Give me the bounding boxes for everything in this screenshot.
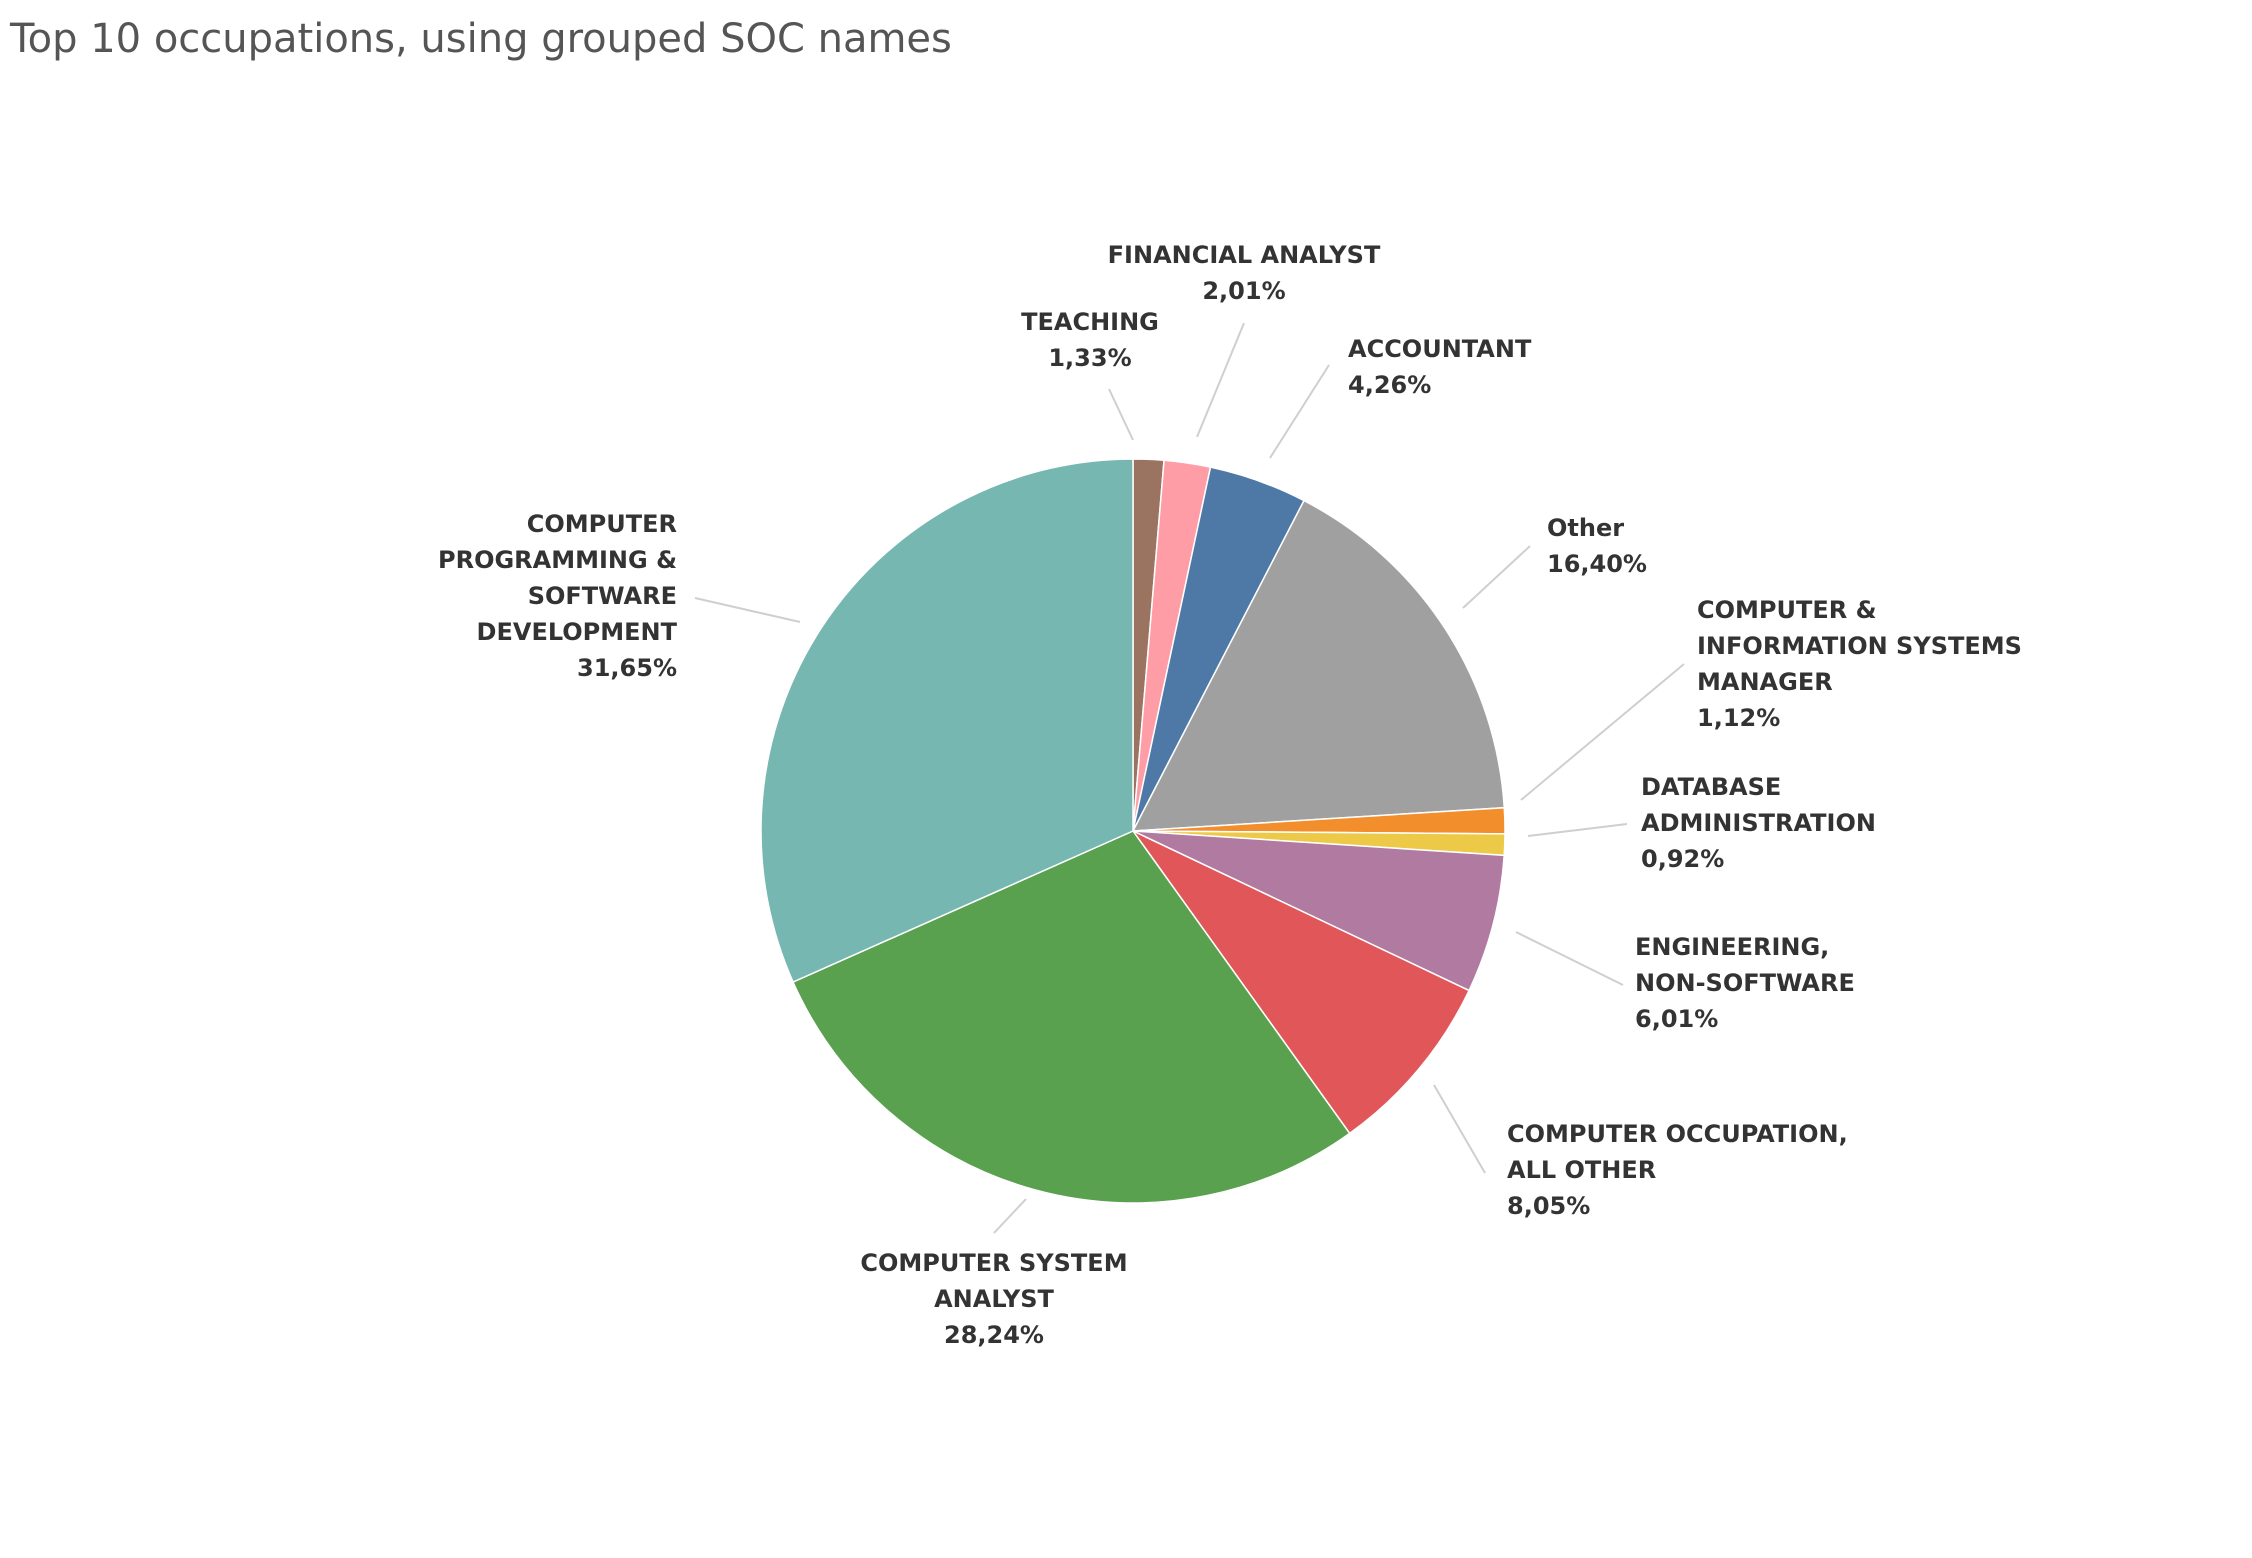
slice-value: 0,92% [1641, 845, 1724, 873]
leader-line-computer-and-information-systems-manager [1520, 663, 1685, 801]
slice-label-financial-analyst: FINANCIAL ANALYST 2,01% [1108, 241, 1381, 305]
slice-label-computer-programming-and-software-development: COMPUTER PROGRAMMING & SOFTWARE DEVELOPMENT… [438, 510, 678, 682]
slice-label-computer-and-information-systems-manager: COMPUTER & INFORMATION SYSTEMS MANAGER 1,12… [1697, 596, 2022, 732]
leader-line-computer-occupation-all-other [1433, 1084, 1486, 1174]
pie-slice-computer-programming-and-software-development[interactable] [760, 458, 1134, 984]
slice-name: ACCOUNTANT [1348, 335, 1532, 363]
slice-label-accountant: ACCOUNTANT 4,26% [1348, 335, 1532, 399]
slice-name: TEACHING [1021, 308, 1159, 336]
pie-slices [760, 458, 1506, 1204]
leader-line-computer-system-analyst [993, 1198, 1027, 1234]
slice-label-database-administration: DATABASE ADMINISTRATION 0,92% [1641, 773, 1876, 873]
slice-value: 16,40% [1547, 550, 1647, 578]
slice-labels: TEACHING 1,33% FINANCIAL ANALYST 2,01% ACCOU… [438, 241, 2022, 1349]
slice-name: COMPUTER PROGRAMMING & SOFTWARE DEVELOPMENT [438, 510, 678, 646]
leader-line-computer-programming-and-software-development [694, 597, 801, 623]
leader-line-accountant [1269, 364, 1330, 459]
slice-name: COMPUTER SYSTEM ANALYST [860, 1249, 1127, 1313]
slice-value: 2,01% [1202, 277, 1285, 305]
slice-name: COMPUTER OCCUPATION, ALL OTHER [1507, 1120, 1848, 1184]
slice-label-computer-system-analyst: COMPUTER SYSTEM ANALYST 28,24% [860, 1249, 1127, 1349]
slice-value: 6,01% [1635, 1005, 1718, 1033]
slice-label-teaching: TEACHING 1,33% [1021, 308, 1159, 372]
pie-slice-engineering-non-software[interactable] [1132, 830, 1505, 992]
leader-line-database-administration [1527, 823, 1628, 837]
leader-line-teaching [1108, 388, 1134, 441]
slice-name: ENGINEERING, NON-SOFTWARE [1635, 933, 1855, 997]
leader-lines [694, 322, 1685, 1234]
slice-value: 8,05% [1507, 1192, 1590, 1220]
leader-line-financial-analyst [1196, 322, 1245, 438]
slice-value: 1,12% [1697, 704, 1780, 732]
pie-slice-computer-occupation-all-other[interactable] [1130, 829, 1471, 1135]
slice-label-computer-occupation-all-other: COMPUTER OCCUPATION, ALL OTHER 8,05% [1507, 1120, 1848, 1220]
slice-label-engineering-non-software: ENGINEERING, NON-SOFTWARE 6,01% [1635, 933, 1855, 1033]
slice-name: DATABASE ADMINISTRATION [1641, 773, 1876, 837]
slice-value: 31,65% [577, 654, 677, 682]
slice-name: Other [1547, 514, 1624, 542]
slice-name: FINANCIAL ANALYST [1108, 241, 1381, 269]
slice-label-other: Other 16,40% [1547, 514, 1647, 578]
slice-value: 28,24% [944, 1321, 1044, 1349]
slice-value: 4,26% [1348, 371, 1431, 399]
pie-slice-computer-system-analyst[interactable] [792, 830, 1351, 1204]
slice-value: 1,33% [1048, 344, 1131, 372]
slice-name: COMPUTER & INFORMATION SYSTEMS MANAGER [1697, 596, 2022, 696]
chart-title: Top 10 occupations, using grouped SOC na… [10, 16, 952, 62]
pie-slice-other[interactable] [1131, 499, 1506, 832]
leader-line-engineering-non-software [1515, 931, 1624, 986]
leader-line-other [1462, 545, 1531, 609]
